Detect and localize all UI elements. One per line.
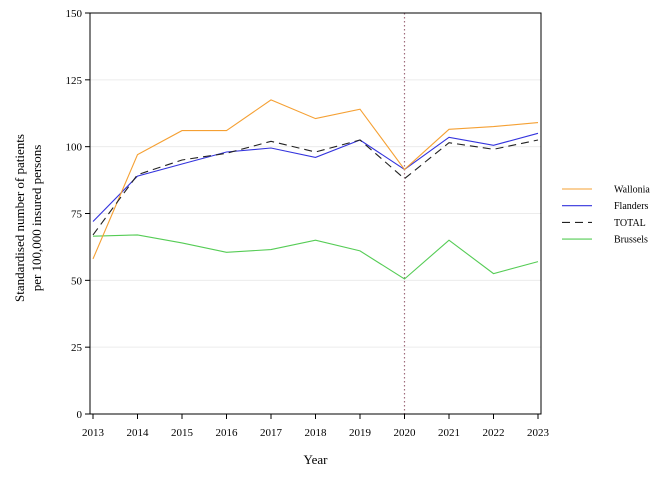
y-axis-title-line-2: per 100,000 insured persons (29, 145, 44, 292)
x-tick-label: 2015 (171, 427, 194, 439)
x-tick-label: 2023 (527, 427, 550, 439)
x-axis: 2013 2014 2015 2016 2017 2018 2019 2020 2021 2022… (82, 414, 550, 439)
x-tick-label: 2014 (127, 427, 150, 439)
series-line-flanders (92, 132, 539, 222)
y-tick-label: 150 (66, 8, 83, 20)
y-tick-label: 0 (77, 409, 83, 421)
series-lines (92, 99, 539, 280)
gridlines (90, 12, 541, 415)
x-tick-label: 2018 (305, 427, 328, 439)
legend-label-total: TOTAL (614, 218, 646, 229)
x-axis-title: Year (304, 452, 329, 467)
x-tick-label: 2021 (438, 427, 460, 439)
legend-label-brussels: Brussels (614, 235, 648, 246)
y-axis: 0 25 50 75 100 125 150 (66, 8, 90, 421)
series-line-total (92, 139, 539, 236)
x-tick-label: 2016 (216, 427, 239, 439)
legend-label-wallonia: Wallonia (614, 185, 650, 196)
y-tick-label: 125 (66, 75, 83, 87)
x-tick-label: 2020 (394, 427, 417, 439)
legend-label-flanders: Flanders (614, 201, 649, 212)
series-line-wallonia (92, 99, 539, 260)
legend: Wallonia Flanders TOTAL Brussels (562, 185, 650, 246)
series-line-brussels (92, 234, 539, 280)
y-axis-title-line-1: Standardised number of patients (12, 134, 27, 302)
x-tick-label: 2022 (483, 427, 505, 439)
x-tick-label: 2019 (349, 427, 372, 439)
y-tick-label: 100 (66, 142, 83, 154)
x-tick-label: 2013 (82, 427, 105, 439)
y-tick-label: 75 (71, 209, 83, 221)
y-tick-label: 50 (71, 275, 83, 287)
y-tick-label: 25 (71, 342, 83, 354)
x-tick-label: 2017 (260, 427, 283, 439)
